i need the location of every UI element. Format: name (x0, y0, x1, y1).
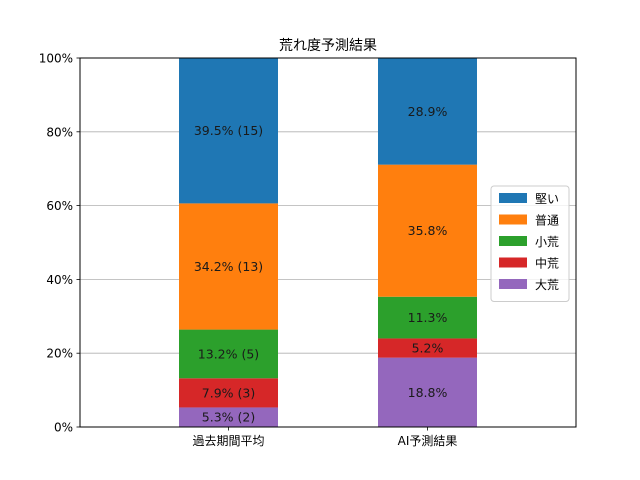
chart-title: 荒れ度予測結果 (279, 38, 377, 54)
bar-segment (179, 378, 278, 408)
data-label: 28.9% (408, 104, 448, 119)
data-label: 34.2% (13) (194, 259, 263, 274)
bar-segment (179, 57, 278, 204)
legend-entry: 小荒 (535, 235, 559, 249)
x-tick-label: AI予測結果 (398, 434, 458, 448)
legend-swatch (499, 236, 527, 246)
segment-labels: 5.3% (2) 7.9% (3) 13.2% (5) 34.2% (13) 39.5%… (194, 104, 448, 425)
data-label: 35.8% (408, 223, 448, 238)
y-tick-label: 80% (46, 125, 73, 139)
data-label: 13.2% (5) (198, 346, 259, 361)
legend-swatch (499, 279, 527, 289)
legend-entry: 堅い (535, 192, 559, 206)
bar-segment (179, 329, 278, 379)
y-tick-label: 60% (46, 199, 73, 213)
data-label: 39.5% (15) (194, 123, 263, 138)
y-tick-label: 100% (39, 52, 73, 66)
bar-segment (378, 164, 477, 297)
y-tick-label: 0% (54, 421, 73, 435)
bar-segment (378, 58, 477, 165)
plot-frame (79, 57, 577, 428)
legend-entry: 普通 (535, 214, 559, 228)
bar-segment (378, 357, 477, 427)
y-tick-label: 40% (46, 273, 73, 287)
bar-segment (179, 407, 278, 427)
legend-swatch (499, 214, 527, 225)
legend-swatch (499, 193, 527, 203)
legend-swatch (499, 257, 527, 268)
bar-segment (378, 296, 477, 339)
x-axis: 過去期間平均 AI予測結果 (192, 427, 457, 448)
legend-entry: 大荒 (535, 278, 559, 292)
bars (179, 57, 477, 427)
data-label: 5.3% (2) (202, 410, 255, 425)
y-tick-label: 20% (46, 347, 73, 361)
x-tick-label: 過去期間平均 (192, 434, 264, 448)
y-axis: 0% 20% 40% 60% 80% 100% (39, 52, 80, 435)
bar-segment (179, 203, 278, 330)
data-label: 5.2% (412, 341, 444, 356)
data-label: 7.9% (3) (202, 385, 255, 400)
data-label: 11.3% (408, 310, 448, 325)
legend-entry: 中荒 (535, 256, 559, 271)
data-label: 18.8% (408, 385, 448, 400)
bar-segment (378, 338, 477, 358)
